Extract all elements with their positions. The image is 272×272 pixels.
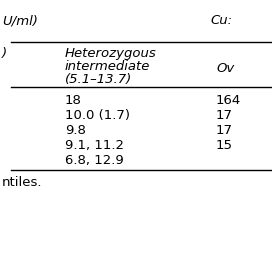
Text: intermediate: intermediate: [65, 60, 150, 73]
Text: Heterozygous: Heterozygous: [65, 47, 157, 60]
Text: 18: 18: [65, 94, 82, 107]
Text: 10.0 (1.7): 10.0 (1.7): [65, 109, 130, 122]
Text: 17: 17: [216, 124, 233, 137]
Text: ): ): [2, 47, 7, 60]
Text: Ov: Ov: [216, 62, 234, 75]
Text: 15: 15: [216, 139, 233, 152]
Text: Cu:: Cu:: [210, 14, 232, 27]
Text: 17: 17: [216, 109, 233, 122]
Text: (5.1–13.7): (5.1–13.7): [65, 73, 132, 86]
Text: 6.8, 12.9: 6.8, 12.9: [65, 154, 124, 167]
Text: ntiles.: ntiles.: [2, 176, 42, 189]
Text: 9.8: 9.8: [65, 124, 86, 137]
Text: U/ml): U/ml): [2, 14, 38, 27]
Text: 9.1, 11.2: 9.1, 11.2: [65, 139, 124, 152]
Text: 164: 164: [216, 94, 241, 107]
